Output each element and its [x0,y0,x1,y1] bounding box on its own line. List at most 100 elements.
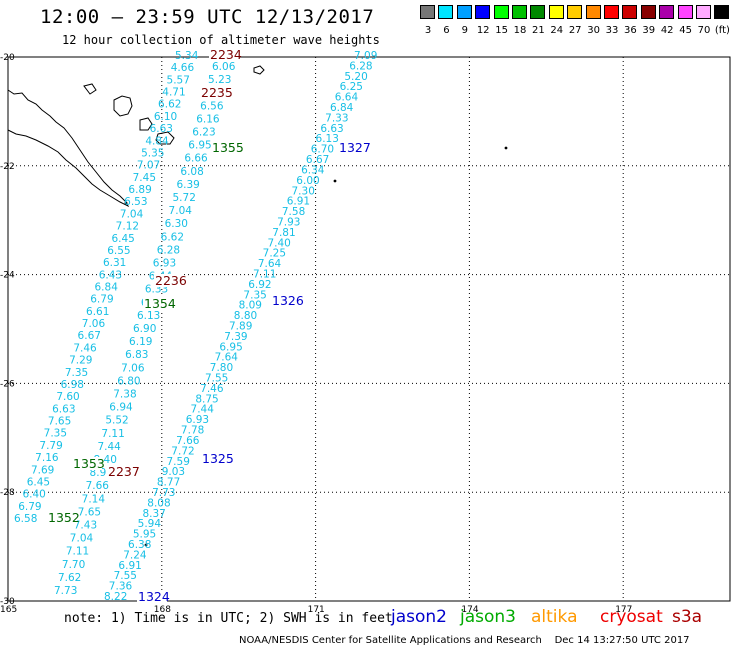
wave-height-value: 6.95 [219,341,242,353]
wave-height-value: 6.28 [157,244,180,256]
wave-height-value: 5.52 [105,415,128,427]
wave-height-value: 7.73 [54,585,77,597]
satellite-s3a-label: s3a [672,607,703,627]
wave-height-value: 5.72 [173,192,196,204]
wave-height-value: 6.38 [128,539,151,551]
small-island-ouvea [83,83,97,95]
scale-swatch [659,5,675,19]
lon-label: 174 [461,605,478,615]
wave-height-value: 6.91 [287,196,310,208]
wave-height-value: 8.80 [234,310,257,322]
wave-height-value: 7.11 [101,428,124,440]
wave-height-value: 7.35 [243,289,266,301]
scale-label: 45 [679,25,692,36]
scale-label: 70 [697,25,711,36]
wave-height-value: 7.44 [97,441,121,453]
scale-swatch [585,5,601,19]
wave-height-value: 6.67 [306,154,329,166]
loyalty-island-mare [139,117,153,131]
wave-height-value: 7.35 [65,367,88,379]
scale-label: (ft) [714,25,730,36]
small-islands [124,146,508,547]
wave-height-value: 6.39 [176,179,199,191]
wave-height-value: 6.45 [111,233,134,245]
pass-time-label: 2234 [210,47,242,62]
wave-height-value: 6.91 [118,560,141,572]
wave-height-value: 6.16 [196,113,220,125]
scale-label: 39 [642,25,656,36]
wave-height-value: 5.95 [133,529,156,541]
wave-height-value: 6.40 [22,489,45,501]
wave-height-value: 6.28 [349,60,372,72]
pass-time-label: 1354 [144,296,176,311]
lon-label: 165 [0,605,17,615]
wave-height-value: 6.45 [27,476,50,488]
lon-label: 177 [615,605,632,615]
wave-height-value: 7.58 [282,206,305,218]
pass-time-label: 1327 [339,140,371,155]
pass-label-bg [107,465,137,478]
wave-height-value: 7.12 [116,221,139,233]
wave-height-value: 7.59 [167,456,190,468]
wave-height-value: 7.70 [62,559,85,571]
wave-height-value: 7.30 [292,185,315,197]
lat-label: -22 [0,162,15,172]
scale-label: 9 [461,25,468,36]
wave-height-value: 7.45 [133,172,156,184]
island-dot [504,146,508,150]
scale-swatch [677,5,693,19]
wave-height-value: 8.77 [157,477,180,489]
wave-height-value: 7.29 [69,355,92,367]
wave-height-value: 7.43 [74,520,97,532]
wave-height-value: 7.46 [73,342,97,354]
coastline [7,65,265,208]
wave-height-value: 6.84 [330,102,354,114]
pass-label-bg [211,141,241,154]
wave-height-value: 7.11 [66,546,89,558]
wave-height-value: 6.94 [109,402,133,414]
scale-swatch [420,5,435,19]
wave-height-value: 7.35 [44,428,67,440]
wave-height-value: 7.11 [253,268,276,280]
wave-height-value: 7.65 [48,416,71,428]
wave-height-value: 7.66 [176,435,200,447]
wave-height-value: 7.33 [325,112,348,124]
wave-height-value: 6.62 [158,99,181,111]
wave-height-value: 4.84 [145,135,169,147]
wave-height-value: 7.14 [82,493,106,505]
wave-height-value: 7.44 [191,404,215,416]
scale-swatch [622,5,638,19]
wave-height-value: 6.90 [133,323,156,335]
wave-height-value: 6.56 [200,100,224,112]
wave-height-value: 6.53 [124,196,147,208]
wave-height-value: 7.06 [82,318,106,330]
wave-height-value: 6.98 [61,379,84,391]
wave-height-value: 7.24 [123,549,147,561]
wave-height-value: 7.38 [113,389,136,401]
wave-height-value: 7.60 [56,391,79,403]
scale-label: 24 [550,25,564,36]
wave-height-value: 8.22 [104,591,127,603]
wave-height-value: 7.89 [229,321,252,333]
wave-height-value: 6.10 [154,111,177,123]
pass-label-bg [72,457,102,470]
map-subtitle: 12 hour collection of altimeter wave hei… [62,33,380,47]
wave-height-value: 7.81 [272,227,295,239]
scale-swatch [696,5,711,19]
wave-height-value: 7.69 [31,464,54,476]
wave-height-value: 6.63 [150,123,173,135]
scale-label: 33 [605,25,619,36]
wave-height-value: 7.64 [258,258,282,270]
wave-height-value: 6.00 [296,175,319,187]
scale-label: 30 [587,25,600,36]
wave-height-value: 6.93 [153,258,176,270]
pass-time-label: 1324 [138,589,170,604]
pass-time-label: 2235 [201,85,233,100]
wave-height-value: 7.04 [70,533,94,545]
wave-height-value: 8.37 [142,508,165,520]
scale-swatch [456,5,472,19]
wave-height-value: 7.04 [120,208,144,220]
wave-height-value: 6.66 [184,153,208,165]
